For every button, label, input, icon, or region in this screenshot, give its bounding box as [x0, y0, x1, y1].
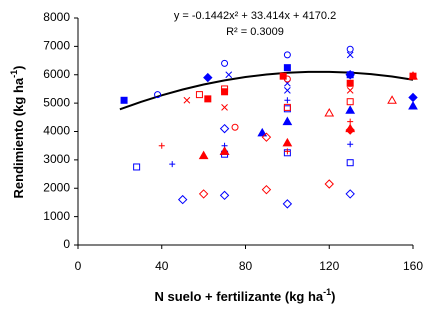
y-label-main: Rendimiento (kg ha — [11, 77, 26, 198]
point — [219, 123, 230, 134]
point — [225, 71, 233, 79]
x-label-sup: -1 — [323, 287, 331, 297]
point — [204, 95, 212, 103]
point — [203, 72, 213, 83]
x-tick-label: 0 — [75, 259, 82, 273]
equation: y = -0.1442x² + 33.414x + 4170.2 — [174, 10, 336, 22]
point — [346, 45, 354, 53]
point — [261, 132, 272, 142]
x-tick-label: 80 — [239, 259, 253, 273]
y-axis-label: Rendimiento (kg ha-1) — [9, 66, 26, 199]
y-tick-label: 7000 — [43, 39, 70, 53]
point — [408, 92, 418, 103]
y-tick-label: 3000 — [43, 152, 70, 166]
point — [283, 103, 291, 111]
point — [183, 96, 191, 104]
point — [346, 79, 354, 87]
y-tick-label: 8000 — [43, 10, 70, 24]
point — [231, 123, 239, 131]
point — [120, 96, 128, 104]
point — [282, 137, 293, 147]
point — [408, 100, 418, 110]
point — [221, 59, 229, 67]
x-label-end: ) — [331, 289, 335, 304]
point — [283, 64, 291, 72]
point — [324, 108, 335, 117]
point — [284, 97, 291, 104]
x-label-main: N suelo + fertilizante (kg ha — [154, 289, 323, 304]
y-tick-label: 4000 — [43, 124, 70, 138]
point — [198, 150, 209, 160]
point — [282, 116, 293, 126]
point — [346, 51, 354, 59]
y-tick-label: 0 — [63, 237, 70, 251]
y-label-end: ) — [11, 66, 26, 70]
point — [221, 85, 229, 93]
point — [283, 51, 291, 59]
trendline — [119, 70, 414, 111]
point — [283, 75, 291, 83]
point — [345, 189, 355, 199]
point — [158, 142, 165, 149]
y-label-sup: -1 — [9, 70, 19, 78]
point — [219, 146, 230, 155]
point — [154, 91, 162, 99]
point — [198, 189, 209, 199]
point — [282, 199, 293, 209]
point — [346, 159, 354, 167]
point — [347, 141, 354, 148]
y-tick-label: 6000 — [43, 67, 70, 81]
point — [347, 118, 354, 125]
point — [279, 72, 287, 80]
point — [177, 194, 188, 205]
x-axis-label: N suelo + fertilizante (kg ha-1) — [154, 287, 335, 304]
point — [345, 105, 356, 114]
x-tick-label: 160 — [403, 259, 423, 273]
point — [387, 95, 397, 104]
x-tick-label: 120 — [319, 259, 339, 273]
point — [219, 190, 230, 201]
r-squared: R² = 0.3009 — [226, 26, 284, 38]
point — [346, 87, 354, 94]
x-tick-label: 40 — [155, 259, 169, 273]
point — [284, 148, 291, 155]
point — [345, 70, 355, 80]
point — [257, 127, 268, 137]
point — [408, 71, 418, 80]
point — [169, 161, 176, 168]
y-tick-label: 5000 — [43, 95, 70, 109]
point — [284, 87, 291, 94]
point — [261, 184, 272, 195]
point — [283, 105, 291, 113]
point — [133, 163, 141, 171]
y-tick-label: 2000 — [43, 180, 70, 194]
point — [324, 179, 334, 189]
point — [195, 91, 203, 99]
point — [346, 98, 354, 106]
point — [221, 104, 228, 111]
y-tick-label: 1000 — [43, 209, 70, 223]
point — [345, 125, 355, 135]
